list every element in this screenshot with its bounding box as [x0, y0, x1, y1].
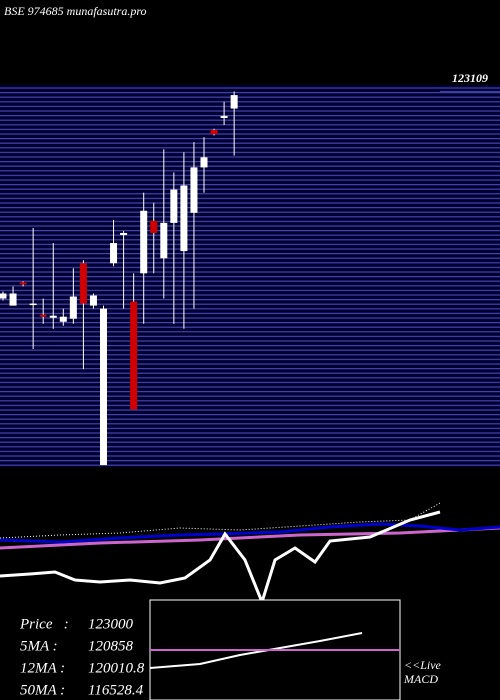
live-label: <<Live	[404, 658, 442, 672]
candle-body	[130, 301, 138, 410]
candle-body	[9, 293, 17, 306]
candle-body	[79, 263, 87, 304]
stat-value: 120010.8	[88, 660, 145, 676]
candle-body	[140, 210, 148, 274]
candle-body	[210, 130, 218, 135]
panel-label: MACD	[403, 672, 438, 686]
candle-body	[19, 282, 27, 285]
stat-label: Price :	[19, 616, 69, 632]
candle-body	[100, 308, 107, 465]
indicator-lines	[0, 502, 500, 607]
y-tick-label: 123109	[452, 71, 488, 85]
candle-body	[190, 167, 198, 213]
candle-body	[180, 185, 188, 252]
ma-line	[0, 526, 500, 550]
candle-body	[170, 189, 178, 223]
stats: Price : 123000 5MA : 120858 12MA : 120010.8 50…	[19, 616, 145, 698]
ma-line	[0, 522, 500, 544]
candle-body	[220, 115, 228, 118]
candle-body	[110, 243, 118, 264]
macd-line	[149, 632, 363, 669]
stat-label: 50MA :	[20, 682, 65, 698]
candle-body	[230, 95, 238, 109]
grid-band	[0, 85, 500, 467]
chart-title: BSE 974685 munafasutra.pro	[4, 4, 147, 18]
candle-body	[120, 232, 128, 235]
stat-value: 120858	[88, 638, 134, 654]
ma-line	[0, 502, 441, 539]
candle-body	[39, 314, 47, 317]
candle-body	[89, 295, 97, 306]
candle-body	[29, 303, 37, 306]
candle-body	[0, 293, 7, 299]
stat-value: 116528.4	[88, 682, 144, 698]
candle-body	[200, 157, 208, 168]
stat-label: 5MA :	[20, 638, 58, 654]
stat-label: 12MA :	[20, 660, 65, 676]
candle-body	[150, 220, 158, 233]
candle-body	[59, 316, 67, 322]
macd-line	[0, 510, 441, 607]
stat-value: 123000	[88, 616, 134, 632]
candle-body	[160, 222, 168, 259]
candle-body	[69, 296, 77, 319]
candle-body	[49, 315, 57, 318]
